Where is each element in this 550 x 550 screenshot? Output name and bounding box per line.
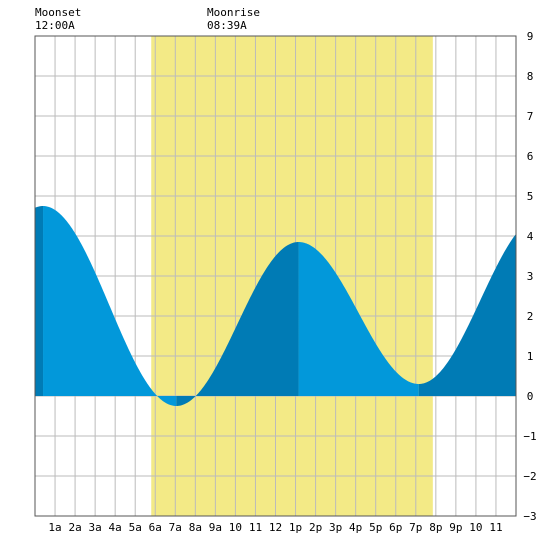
x-tick-label: 4a	[109, 521, 122, 534]
x-tick-label: 8p	[429, 521, 442, 534]
y-tick-label: 0	[527, 390, 534, 403]
y-tick-label: 9	[527, 30, 534, 43]
x-tick-label: 10	[469, 521, 482, 534]
x-tick-label: 12	[269, 521, 282, 534]
x-tick-label: 2a	[68, 521, 81, 534]
x-tick-label: 10	[229, 521, 242, 534]
x-tick-label: 3a	[89, 521, 102, 534]
plot-frame	[34, 35, 517, 517]
x-tick-label: 3p	[329, 521, 342, 534]
y-tick-label: 1	[527, 350, 534, 363]
y-tick-labels: −3 −2 −1 0 1 2 3 4 5 6 7 8 9	[523, 30, 536, 523]
tide-band-light	[298, 242, 419, 396]
axes	[34, 35, 517, 517]
moonset-label: Moonset	[35, 6, 81, 19]
tide-area	[35, 206, 516, 406]
x-tick-label: 5a	[129, 521, 142, 534]
x-tick-label: 4p	[349, 521, 362, 534]
x-tick-label: 1a	[48, 521, 61, 534]
y-tick-label: 2	[527, 310, 534, 323]
x-tick-label: 9p	[449, 521, 462, 534]
y-tick-label: −1	[523, 430, 536, 443]
tide-band-dark	[418, 233, 516, 396]
y-tick-label: 8	[527, 70, 534, 83]
y-tick-label: −3	[523, 510, 536, 523]
x-tick-label: 6a	[149, 521, 162, 534]
x-tick-label: 8a	[189, 521, 202, 534]
y-tick-label: 3	[527, 270, 534, 283]
tide-band-dark	[35, 206, 44, 396]
y-tick-label: 7	[527, 110, 534, 123]
moonrise-time: 08:39A	[207, 19, 247, 32]
x-tick-labels: 1a 2a 3a 4a 5a 6a 7a 8a 9a 10 11 12 1p 2p 3p 4p 5p 6p 7p 8p…	[48, 521, 502, 534]
y-tick-label: −2	[523, 470, 536, 483]
x-tick-label: 9a	[209, 521, 222, 534]
x-tick-label: 1p	[289, 521, 302, 534]
tide-band-light	[43, 206, 177, 406]
moon-labels: Moonset 12:00A Moonrise 08:39A	[35, 6, 260, 32]
x-tick-label: 11	[249, 521, 262, 534]
y-tick-label: 4	[527, 230, 534, 243]
y-tick-label: 5	[527, 190, 534, 203]
moonrise-label: Moonrise	[207, 6, 260, 19]
x-tick-label: 7p	[409, 521, 422, 534]
x-tick-label: 7a	[169, 521, 182, 534]
moonset-time: 12:00A	[35, 19, 75, 32]
x-tick-label: 11	[489, 521, 502, 534]
x-tick-label: 2p	[309, 521, 322, 534]
x-tick-label: 6p	[389, 521, 402, 534]
tide-band-dark	[176, 242, 299, 406]
y-tick-label: 6	[527, 150, 534, 163]
x-tick-label: 5p	[369, 521, 382, 534]
